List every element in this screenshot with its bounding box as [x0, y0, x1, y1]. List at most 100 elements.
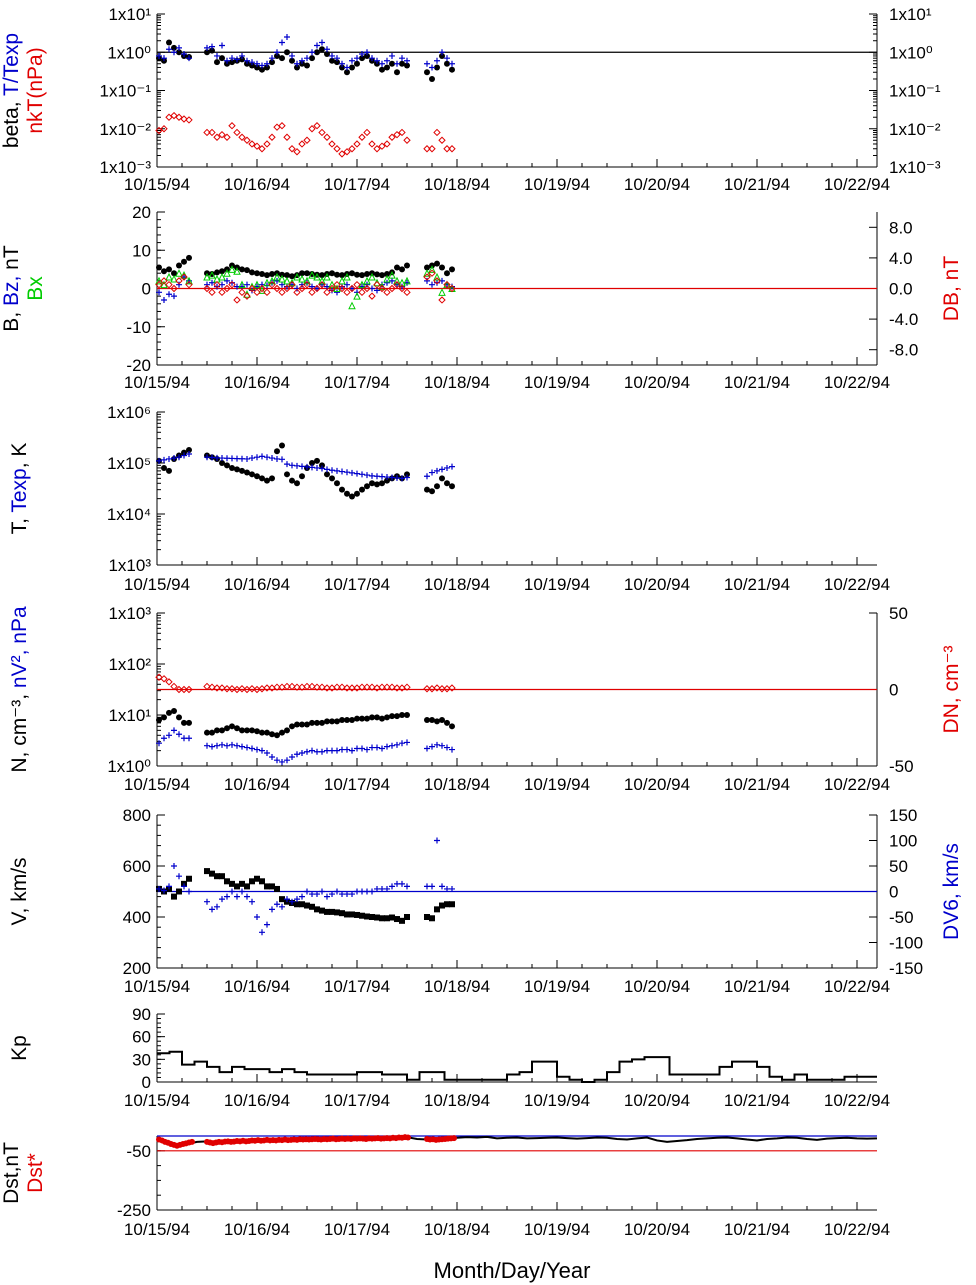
data-point: [394, 741, 400, 748]
data-point: [254, 454, 260, 461]
data-point: [304, 902, 310, 909]
data-point: [424, 60, 430, 67]
data-point: [434, 64, 440, 71]
x-tick-label: 10/17/94: [324, 175, 390, 194]
data-point: [308, 270, 316, 279]
data-point: [209, 279, 215, 286]
data-point: [214, 873, 220, 880]
x-tick-label: 10/19/94: [524, 175, 590, 194]
data-point: [434, 906, 440, 913]
data-point: [180, 273, 188, 281]
y-axis-label-part: beta,: [0, 96, 23, 148]
data-point: [186, 875, 192, 882]
y-tick-label: 90: [132, 1005, 151, 1024]
data-point: [224, 742, 230, 749]
x-tick-label: 10/21/94: [724, 1220, 790, 1239]
data-point: [333, 683, 341, 691]
x-tick-label: 10/20/94: [624, 775, 690, 794]
x-tick-label: 10/22/94: [824, 373, 890, 392]
data-point: [334, 59, 340, 66]
x-tick-label: 10/15/94: [124, 1220, 190, 1239]
data-point: [429, 915, 435, 922]
data-point: [293, 148, 301, 156]
y-axis-label: Bx: [24, 276, 47, 301]
data-point: [359, 471, 365, 478]
data-point: [438, 136, 446, 144]
data-point: [449, 266, 455, 273]
data-point: [249, 455, 255, 462]
data-point: [379, 480, 385, 487]
data-point: [359, 715, 365, 722]
x-tick-label: 10/21/94: [724, 175, 790, 194]
data-point: [279, 903, 285, 910]
data-point: [439, 883, 445, 890]
data-point: [166, 266, 172, 273]
data-point: [313, 272, 321, 281]
data-point: [284, 896, 290, 903]
data-point: [334, 909, 340, 916]
data-point: [244, 455, 250, 462]
data-point: [289, 898, 295, 905]
data-point: [389, 742, 395, 749]
data-point: [279, 729, 285, 736]
data-point: [279, 55, 285, 62]
data-point: [403, 276, 411, 285]
data-point: [161, 464, 167, 471]
data-point: [314, 891, 320, 898]
data-point: [239, 266, 245, 273]
data-point: [318, 280, 326, 289]
data-point: [439, 902, 445, 909]
data-point: [219, 42, 225, 49]
data-point: [181, 258, 187, 265]
x-tick-label: 10/17/94: [324, 1091, 390, 1110]
right-tick-label: 0: [889, 681, 898, 700]
data-point: [309, 460, 315, 466]
data-point: [259, 475, 265, 482]
data-point: [439, 716, 445, 723]
data-point: [449, 885, 455, 892]
y-axis-label-part: , K: [8, 443, 31, 469]
x-tick-label: 10/18/94: [424, 175, 490, 194]
data-point: [299, 721, 305, 728]
x-tick-label: 10/21/94: [724, 575, 790, 594]
data-point: [274, 885, 280, 892]
data-point: [254, 64, 260, 71]
y-axis-label: Kp: [8, 1035, 31, 1061]
data-point: [444, 60, 450, 67]
data-point: [171, 727, 177, 734]
data-point: [209, 729, 215, 736]
data-point: [364, 472, 370, 479]
data-point: [359, 745, 365, 752]
data-point: [319, 46, 325, 53]
data-point: [314, 906, 320, 913]
data-point: [248, 284, 256, 293]
data-point: [368, 292, 376, 300]
panels: 10/15/94 10/16/94 10/17/94 10/18/94 10/19/94…: [0, 5, 963, 1239]
data-point: [259, 270, 265, 277]
data-point: [243, 136, 251, 144]
data-point: [279, 442, 285, 449]
y-tick-label: -20: [126, 356, 151, 375]
data-point: [428, 265, 436, 273]
data-point: [334, 480, 340, 487]
y-axis-label-part: Kp: [8, 1035, 31, 1061]
data-point: [238, 288, 246, 297]
data-point: [369, 888, 375, 895]
data-point: [373, 278, 381, 287]
data-point: [258, 145, 266, 153]
data-point: [259, 747, 265, 754]
data-point: [203, 128, 211, 137]
data-point: [448, 284, 456, 293]
data-point: [314, 285, 320, 292]
data-point: [433, 128, 441, 137]
data-point: [364, 281, 370, 288]
data-point: [384, 57, 390, 64]
data-point: [156, 716, 162, 723]
data-point: [289, 57, 295, 64]
data-point: [259, 729, 265, 736]
panel-temperature: 10/15/94 10/16/94 10/17/94 10/18/94 10/19/94…: [8, 403, 890, 594]
data-point: [165, 272, 173, 281]
data-point: [394, 69, 400, 76]
data-point: [219, 55, 225, 62]
x-tick-label: 10/15/94: [124, 575, 190, 594]
